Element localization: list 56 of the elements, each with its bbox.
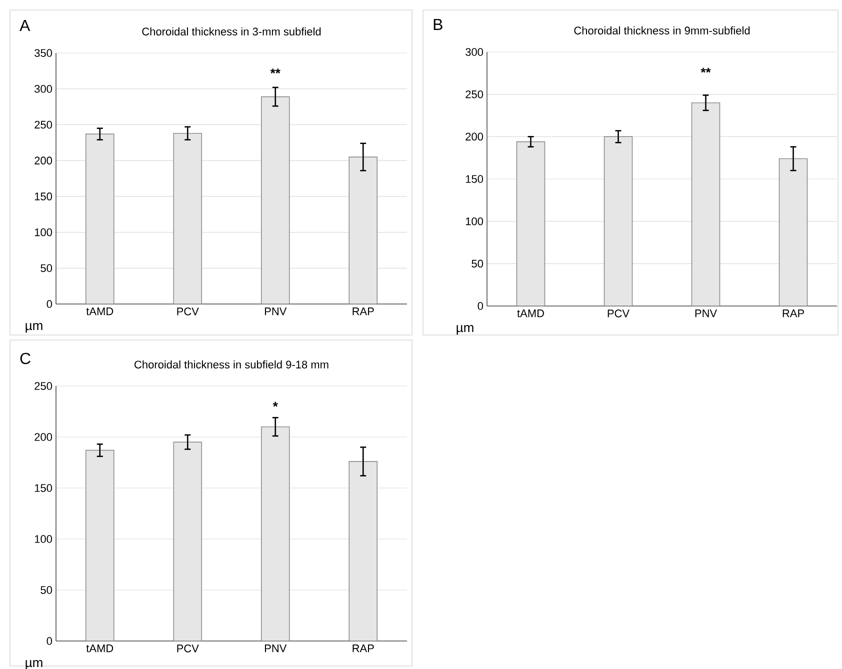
y-tick-label: 100 bbox=[34, 535, 52, 543]
bar bbox=[604, 136, 633, 306]
chart-title: Choroidal thickness in 9mm-subfield bbox=[574, 26, 750, 34]
x-tick-label: tAMD bbox=[86, 644, 114, 652]
x-tick-label: tAMD bbox=[517, 310, 544, 318]
y-axis-title: µm bbox=[456, 325, 474, 335]
y-tick-label: 350 bbox=[34, 49, 52, 57]
bar bbox=[86, 134, 114, 304]
y-tick-label: 200 bbox=[34, 433, 52, 441]
text: A bbox=[20, 20, 30, 31]
y-tick-label: 300 bbox=[466, 48, 484, 56]
text: C bbox=[20, 352, 30, 364]
y-tick-label: 150 bbox=[466, 175, 484, 183]
y-tick-label: 150 bbox=[34, 192, 52, 200]
y-tick-label: 200 bbox=[466, 132, 484, 141]
x-tick-label: RAP bbox=[352, 308, 374, 316]
x-tick-label: PCV bbox=[608, 310, 630, 318]
y-tick-label: 50 bbox=[472, 260, 484, 268]
y-tick-label: 0 bbox=[46, 637, 52, 645]
bar bbox=[348, 156, 378, 304]
y-tick-label: 150 bbox=[34, 484, 52, 492]
x-tick-label: PNV bbox=[264, 644, 287, 652]
chart-title: Choroidal thickness in 3-mm subfield bbox=[142, 27, 321, 36]
y-tick-label: 0 bbox=[46, 300, 52, 308]
bar bbox=[86, 450, 114, 642]
y-tick-label: 250 bbox=[34, 382, 52, 390]
annotation: ** bbox=[270, 68, 280, 74]
y-tick-label: 50 bbox=[40, 586, 52, 594]
x-tick-label: RAP bbox=[782, 310, 804, 318]
x-tick-label: PNV bbox=[264, 308, 287, 316]
x-tick-label: tAMD bbox=[86, 308, 114, 316]
y-tick-label: 250 bbox=[34, 120, 52, 129]
bar bbox=[691, 102, 720, 306]
annotation: * bbox=[272, 402, 278, 407]
bar bbox=[261, 426, 290, 642]
y-tick-label: 0 bbox=[478, 302, 484, 310]
annotation: ** bbox=[700, 68, 711, 73]
bar bbox=[348, 461, 378, 642]
bar bbox=[778, 158, 808, 306]
y-tick-label: 200 bbox=[34, 156, 52, 164]
x-tick-label: PCV bbox=[177, 644, 199, 652]
y-tick-label: 250 bbox=[466, 90, 484, 98]
text: B bbox=[434, 18, 442, 30]
x-tick-label: RAP bbox=[352, 644, 374, 652]
x-tick-label: PNV bbox=[695, 310, 718, 318]
bar bbox=[173, 442, 202, 642]
y-axis-title: µm bbox=[26, 323, 42, 333]
x-tick-label: PCV bbox=[177, 308, 199, 316]
y-tick-label: 300 bbox=[34, 84, 52, 93]
bar bbox=[516, 141, 546, 306]
y-tick-label: 100 bbox=[34, 228, 52, 236]
y-tick-label: 50 bbox=[40, 264, 52, 272]
y-tick-label: 100 bbox=[466, 217, 484, 226]
bar bbox=[173, 132, 202, 304]
bar bbox=[261, 96, 290, 304]
chart-title: Choroidal thickness in subfield 9-18 mm bbox=[134, 360, 328, 368]
